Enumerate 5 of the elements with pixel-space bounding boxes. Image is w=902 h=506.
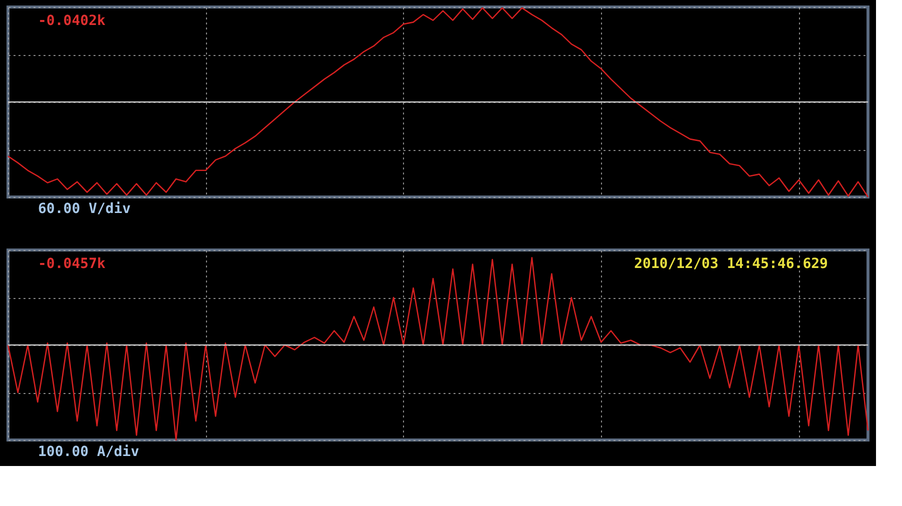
annotation: -0.0402k bbox=[38, 13, 106, 29]
annotation: -0.0457k bbox=[38, 256, 106, 272]
text: 100.00 A/div bbox=[38, 444, 140, 460]
text: 60.00 V/div bbox=[38, 201, 131, 217]
annotation: 2010/12/03 14:45:46.629 bbox=[634, 256, 828, 272]
